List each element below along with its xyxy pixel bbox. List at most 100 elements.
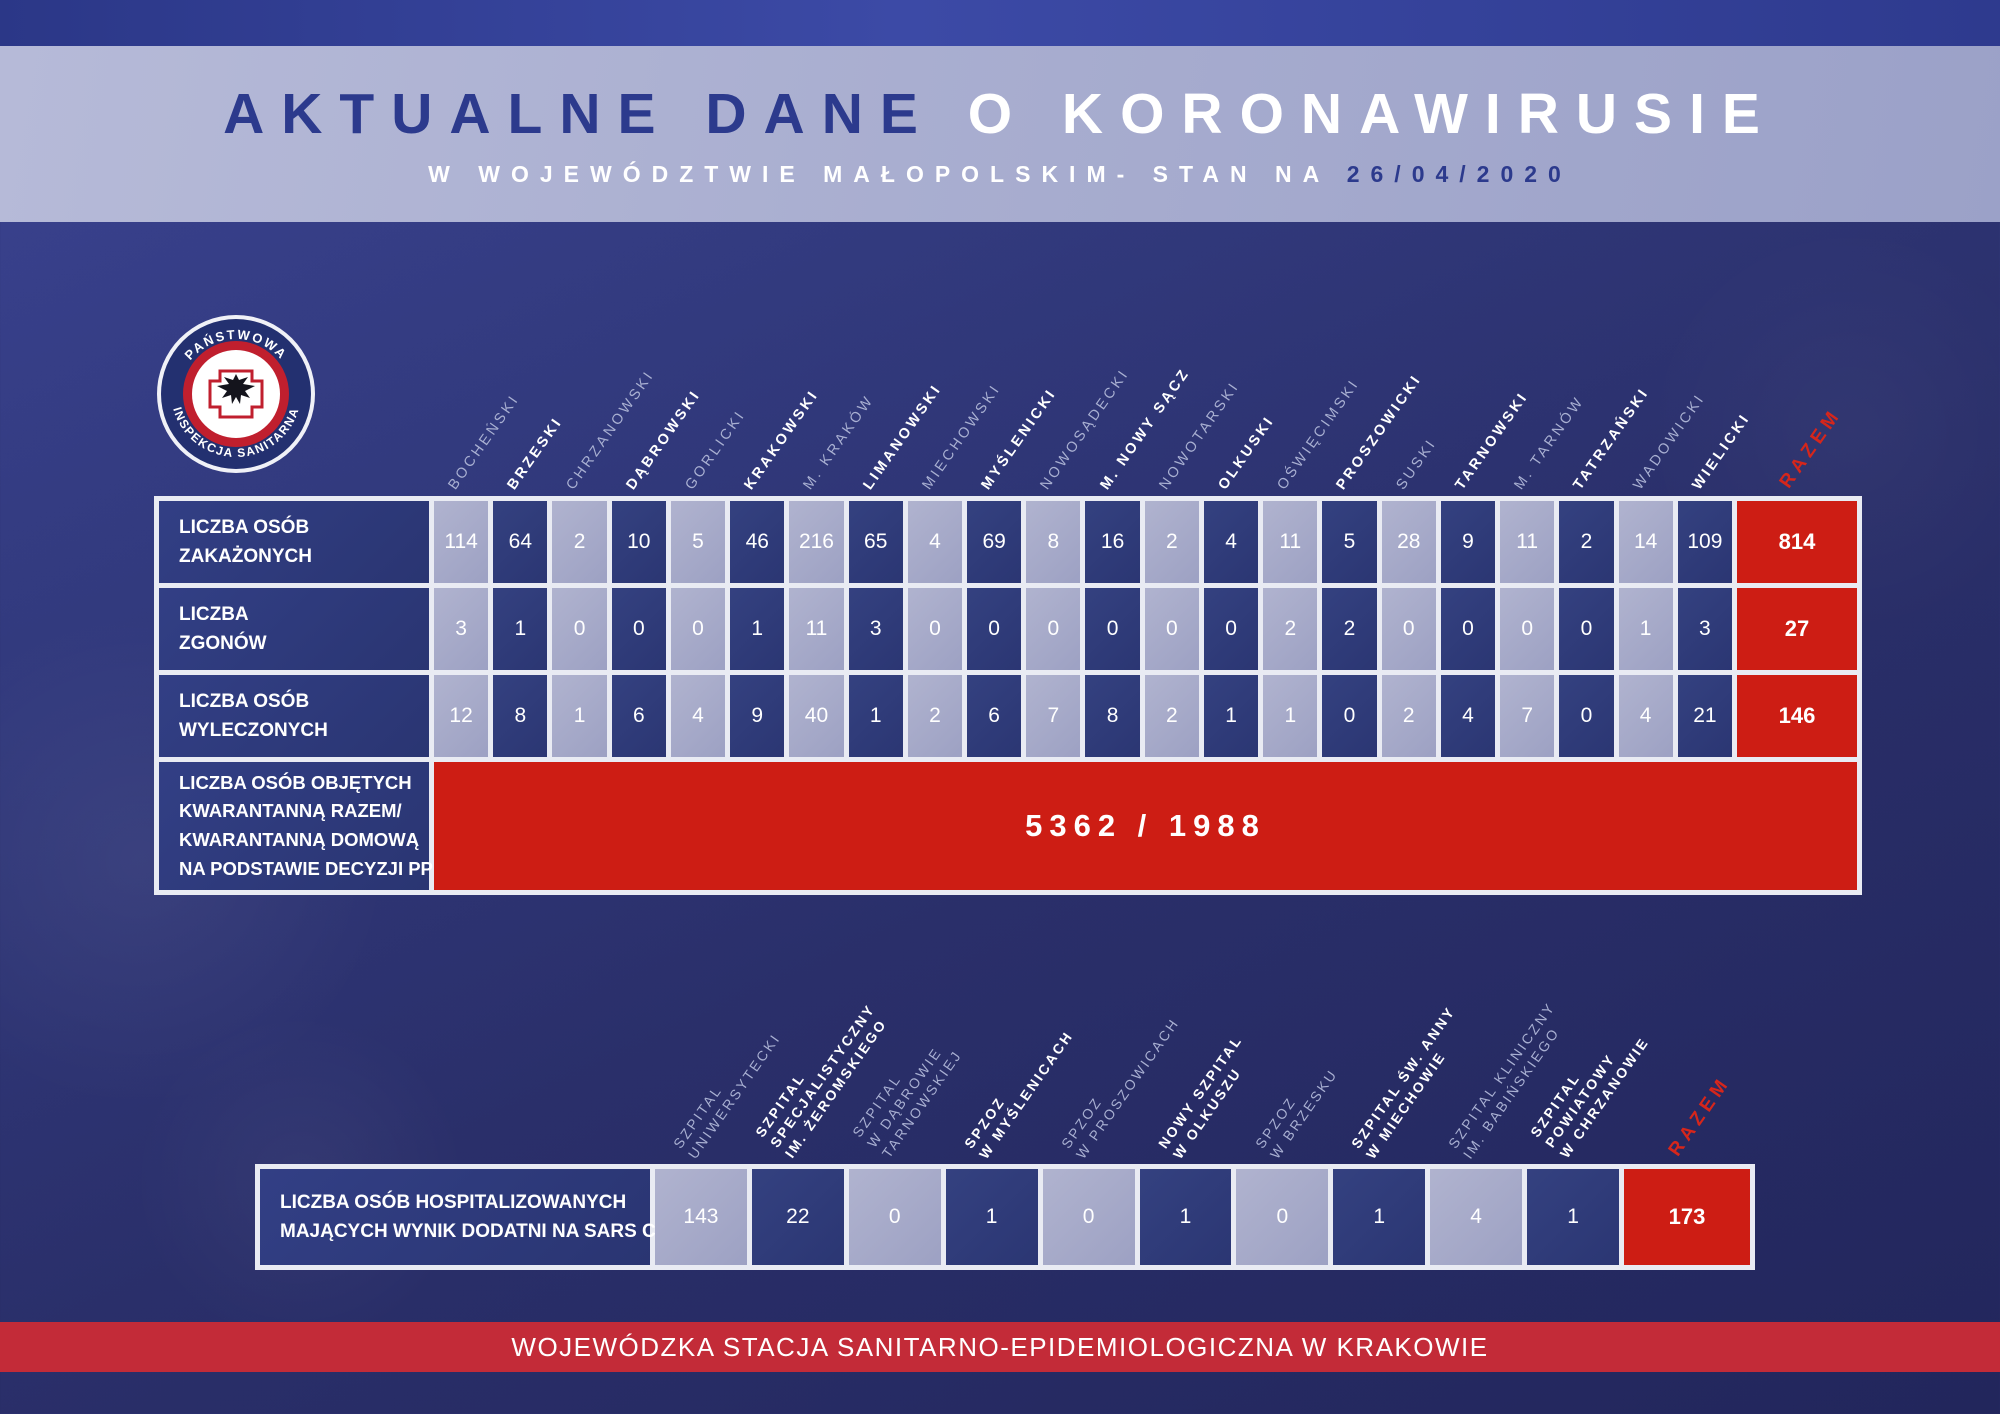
data-cell: 0 (1559, 675, 1614, 757)
header-band: AKTUALNE DANE O KORONAWIRUSIE W WOJEWÓDZ… (0, 46, 2000, 222)
data-cell: 2 (1144, 501, 1199, 583)
data-cell: 3 (848, 588, 903, 670)
county-column-header: GORLICKI (671, 306, 749, 496)
county-column-header: OŚWIĘCIMSKI (1263, 306, 1363, 496)
data-cell: 2 (1263, 588, 1318, 670)
page-subtitle: W WOJEWÓDZTWIE MAŁOPOLSKIM- STAN NA 26/0… (428, 161, 1572, 188)
footer-bar: WOJEWÓDZKA STACJA SANITARNO-EPIDEMIOLOGI… (0, 1322, 2000, 1372)
row-infected: LICZBA OSÓB ZAKAŻONYCH 114 64 2 10 5 46 216 65 4… (159, 501, 1857, 583)
county-column-header: M. NOWY SĄCZ (1085, 306, 1193, 496)
eagle-emblem-icon: PAŃSTWOWA INSPEKCJA SANITARNA (157, 315, 315, 473)
data-cell: 9 (730, 675, 785, 757)
quarantine-value-cell: 5362 / 1988 (434, 762, 1857, 890)
data-cell: 3 (1677, 588, 1732, 670)
county-column-header: WADOWICKI (1619, 306, 1708, 496)
counties-header-row: BOCHEŃSKI BRZESKI CHRZANOWSKI DĄBROWSKI … (159, 306, 1857, 496)
hospital-column-header: SZPITAL UNIWERSYTECKI (655, 942, 784, 1164)
data-cell: 10 (611, 501, 666, 583)
subtitle-date: 26/04/2020 (1346, 160, 1572, 187)
data-cell: 1 (1263, 675, 1318, 757)
data-cell: 0 (1500, 588, 1555, 670)
hospitals-header-row: SZPITAL UNIWERSYTECKI SZPITAL SPECJALIST… (260, 942, 1750, 1164)
razem-column-header: RAZEM (1624, 942, 1750, 1164)
county-column-header: WIELICKI (1678, 306, 1753, 496)
data-cell: 0 (1085, 588, 1140, 670)
county-name: SUSKI (1393, 435, 1440, 493)
data-cell: 2 (1381, 675, 1436, 757)
data-cell: 2 (1144, 675, 1199, 757)
data-cell: 1 (1139, 1169, 1232, 1265)
row-deaths: LICZBA ZGONÓW 3 1 0 0 0 1 11 3 0 0 0 0 0 0 2 2 0 0 0 0 1 3 27 (159, 588, 1857, 670)
data-cell: 4 (670, 675, 726, 757)
county-column-header: M. KRAKÓW (789, 306, 878, 496)
data-cell: 0 (1026, 588, 1081, 670)
row-label: LICZBA ZGONÓW (159, 588, 429, 670)
data-cell: 5 (1322, 501, 1377, 583)
data-cell: 7 (1026, 675, 1081, 757)
total-cell: 27 (1736, 588, 1857, 670)
hospital-column-header: NOWY SZPITAL W OLKUSZU (1140, 942, 1245, 1164)
hospital-column-header: SZPITAL POWIATOWY W CHRZANOWIE (1527, 942, 1652, 1164)
data-cell: 0 (670, 588, 726, 670)
data-cell: 46 (730, 501, 785, 583)
data-cell: 14 (1618, 501, 1673, 583)
top-accent-bar (0, 0, 2000, 46)
county-column-header: TARNOWSKI (1441, 306, 1531, 496)
hospital-column-header: SZPITAL KLINICZNY IM. BABIŃSKIEGO (1430, 942, 1563, 1164)
data-cell: 0 (1042, 1169, 1135, 1265)
row-label: LICZBA OSÓB WYLECZONYCH (159, 675, 429, 757)
data-cell: 4 (1430, 1169, 1523, 1265)
data-cell: 2 (1322, 588, 1377, 670)
county-column-header: MIECHOWSKI (908, 306, 1004, 496)
county-column-header: BRZESKI (493, 306, 567, 496)
data-cell: 0 (611, 588, 666, 670)
county-column-header: NOWOSĄDECKI (1026, 306, 1133, 496)
data-cell: 3 (434, 588, 489, 670)
data-cell: 0 (848, 1169, 941, 1265)
row-hospitalized: LICZBA OSÓB HOSPITALIZOWANYCH MAJĄCYCH W… (260, 1169, 1750, 1265)
data-cell: 5 (670, 501, 726, 583)
data-cell: 1 (1203, 675, 1259, 757)
data-cell: 0 (1559, 588, 1614, 670)
data-cell: 2 (552, 501, 607, 583)
razem-label: RAZEM (1775, 404, 1846, 493)
county-column-header: SUSKI (1382, 306, 1440, 496)
hospital-column-header: SZPITAL SPECJALISTYCZNY IM. ŻEROMSKIEGO (752, 942, 890, 1164)
data-cell: 1 (848, 675, 903, 757)
data-cell: 216 (789, 501, 844, 583)
data-cell: 109 (1677, 501, 1732, 583)
data-cell: 28 (1381, 501, 1436, 583)
row-label: LICZBA OSÓB ZAKAŻONYCH (159, 501, 429, 583)
hospital-column-header: SPZOZ W PROSZOWICACH (1043, 942, 1182, 1164)
data-cell: 1 (1618, 588, 1673, 670)
county-column-header: PROSZOWICKI (1322, 306, 1426, 496)
data-cell: 4 (1203, 501, 1259, 583)
data-cell: 22 (751, 1169, 844, 1265)
data-cell: 6 (967, 675, 1022, 757)
data-cell: 143 (655, 1169, 747, 1265)
data-cell: 4 (1440, 675, 1496, 757)
data-cell: 21 (1677, 675, 1732, 757)
county-column-header: TATRZAŃSKI (1559, 306, 1653, 496)
data-cell: 11 (1500, 501, 1555, 583)
county-column-header: NOWOTARSKI (1145, 306, 1243, 496)
data-cell: 11 (789, 588, 844, 670)
hospital-column-header: SPZOZ W BRZESKU (1236, 942, 1341, 1164)
county-column-header: LIMANOWSKI (849, 306, 945, 496)
data-cell: 0 (1144, 588, 1199, 670)
data-cell: 69 (967, 501, 1022, 583)
data-cell: 11 (1263, 501, 1318, 583)
data-cell: 0 (1203, 588, 1259, 670)
data-cell: 40 (789, 675, 844, 757)
data-cell: 0 (1440, 588, 1496, 670)
counties-table-body: LICZBA OSÓB ZAKAŻONYCH 114 64 2 10 5 46 216 65 4… (154, 496, 1862, 895)
county-column-header: DĄBROWSKI (612, 306, 704, 496)
data-cell: 0 (967, 588, 1022, 670)
data-cell: 1 (730, 588, 785, 670)
data-cell: 7 (1500, 675, 1555, 757)
data-cell: 9 (1440, 501, 1496, 583)
razem-label: RAZEM (1665, 1072, 1736, 1161)
page-title: AKTUALNE DANE O KORONAWIRUSIE (223, 81, 1777, 147)
hospital-column-header: SZPITAL W DĄBROWIE TARNOWSKIEJ (849, 942, 965, 1164)
